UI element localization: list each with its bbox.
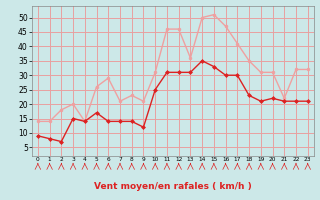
X-axis label: Vent moyen/en rafales ( km/h ): Vent moyen/en rafales ( km/h )	[94, 182, 252, 191]
